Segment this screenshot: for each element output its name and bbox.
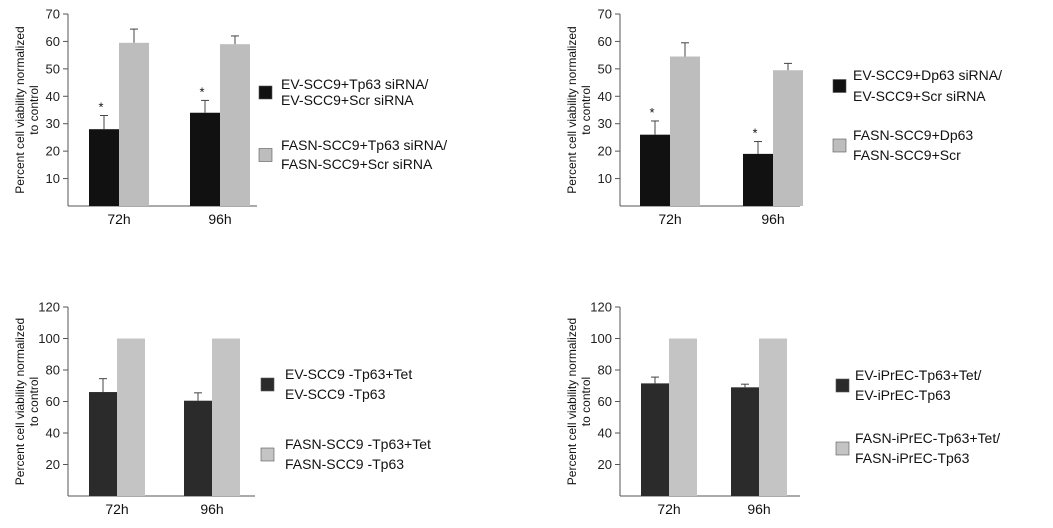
- bar-72h-series-1: [89, 129, 119, 206]
- y-tick-label: 50: [46, 61, 60, 76]
- legend-label-series-1: EV-SCC9+Scr siRNA: [853, 88, 986, 104]
- legend-swatch-series-1: [260, 377, 275, 392]
- significance-marker: *: [98, 99, 103, 114]
- y-tick-label: 80: [598, 363, 612, 378]
- legend-label-series-2: FASN-iPrEC-Tp63: [855, 450, 970, 466]
- legend-swatch-series-1: [835, 378, 850, 393]
- bar-72h-series-2: [119, 42, 149, 206]
- y-tick-label: 120: [38, 300, 60, 315]
- x-tick-label: 72h: [105, 501, 128, 517]
- y-tick-label: 20: [46, 457, 60, 472]
- significance-marker: *: [199, 84, 204, 99]
- y-tick-label: 30: [46, 116, 60, 131]
- legend-label-series-1: EV-iPrEC-Tp63+Tet/: [855, 367, 982, 383]
- legend-label-series-2: FASN-SCC9+Dp63: [853, 127, 973, 143]
- y-axis-title-line-1: Percent cell viability normalized: [13, 26, 27, 193]
- bar-96h-series-1: [743, 153, 773, 206]
- legend-label-series-2: FASN-SCC9 -Tp63: [285, 456, 404, 472]
- bar-96h-series-2: [212, 338, 240, 496]
- y-tick-label: 40: [598, 89, 612, 104]
- y-axis-title-line-1: Percent cell viability normalized: [565, 318, 579, 485]
- bar-96h-series-2: [220, 44, 250, 206]
- legend-label-series-2: FASN-SCC9+Scr siRNA: [281, 156, 433, 172]
- legend-label-series-1: EV-SCC9+Scr siRNA: [281, 92, 414, 108]
- chart-panel-1: 10 20 30 40 50 60 70 Percent cell viability nor…: [13, 7, 447, 228]
- legend-swatch-series-1: [832, 79, 847, 93]
- y-axis-title-line-1: Percent cell viability normalized: [13, 318, 27, 485]
- y-tick-label: 40: [46, 426, 60, 441]
- legend-label-series-2: FASN-SCC9+Scr: [853, 147, 961, 163]
- y-axis-title-line-2: to control: [27, 377, 41, 426]
- bar-96h-series-1: [731, 387, 759, 496]
- legend-label-series-2: FASN-SCC9+Tp63 siRNA/: [281, 137, 447, 153]
- legend-label-series-2: FASN-SCC9 -Tp63+Tet: [285, 436, 431, 452]
- y-tick-label: 30: [598, 116, 612, 131]
- chart-panel-4: 20 40 60 80 100 120 Percent cell viability nor…: [565, 300, 1000, 518]
- x-tick-label: 96h: [747, 501, 770, 517]
- y-axis-title-line-2: to control: [579, 377, 593, 426]
- legend-label-series-1: EV-SCC9+Dp63 siRNA/: [853, 67, 1002, 83]
- x-tick-label: 72h: [658, 211, 681, 227]
- y-tick-label: 80: [46, 363, 60, 378]
- legend-label-series-1: EV-iPrEC-Tp63: [855, 387, 951, 403]
- y-axis-title-line-1: Percent cell viability normalized: [565, 26, 579, 193]
- bar-72h-series-2: [117, 338, 145, 496]
- legend-swatch-series-2: [258, 148, 273, 162]
- y-tick-label: 70: [598, 7, 612, 22]
- legend-swatch-series-1: [258, 85, 273, 100]
- y-tick-label: 100: [590, 331, 612, 346]
- legend-label-series-2: FASN-iPrEC-Tp63+Tet/: [855, 430, 1000, 446]
- legend-label-series-1: EV-SCC9 -Tp63: [285, 386, 386, 402]
- y-tick-label: 60: [46, 394, 60, 409]
- x-tick-label: 72h: [657, 501, 680, 517]
- legend-label-series-1: EV-SCC9 -Tp63+Tet: [285, 366, 412, 382]
- y-tick-label: 40: [46, 89, 60, 104]
- y-axis-title-line-2: to control: [27, 85, 41, 134]
- y-tick-label: 120: [590, 300, 612, 315]
- y-tick-label: 60: [598, 34, 612, 49]
- x-tick-label: 96h: [761, 211, 784, 227]
- significance-marker: *: [752, 126, 757, 141]
- legend-swatch-series-2: [832, 138, 847, 153]
- significance-marker: *: [649, 105, 654, 120]
- y-tick-label: 20: [598, 457, 612, 472]
- y-tick-label: 70: [46, 7, 60, 22]
- y-tick-label: 100: [38, 331, 60, 346]
- bar-72h-series-1: [641, 383, 669, 496]
- y-tick-label: 40: [598, 426, 612, 441]
- x-tick-label: 72h: [107, 211, 130, 227]
- y-tick-label: 60: [598, 394, 612, 409]
- bar-96h-series-1: [190, 112, 220, 206]
- chart-panel-3: 20 40 60 80 100 120 Percent cell viability nor…: [13, 300, 431, 518]
- bar-96h-series-2: [773, 70, 803, 206]
- y-tick-label: 60: [46, 34, 60, 49]
- legend-swatch-series-2: [835, 441, 850, 456]
- bar-72h-series-1: [640, 134, 670, 206]
- bar-96h-series-1: [184, 400, 212, 496]
- bar-72h-series-1: [89, 392, 117, 496]
- y-tick-label: 10: [46, 171, 60, 186]
- legend-label-series-1: EV-SCC9+Tp63 siRNA/: [281, 76, 429, 92]
- bar-96h-series-2: [759, 338, 787, 496]
- y-tick-label: 20: [598, 144, 612, 159]
- x-tick-label: 96h: [208, 211, 231, 227]
- bar-72h-series-2: [670, 56, 700, 207]
- x-tick-label: 96h: [200, 501, 223, 517]
- bar-72h-series-2: [669, 338, 697, 496]
- chart-panel-2: 10 20 30 40 50 60 70 Percent cell viability nor…: [565, 7, 1002, 228]
- y-tick-label: 50: [598, 61, 612, 76]
- legend-swatch-series-2: [260, 447, 275, 462]
- y-tick-label: 10: [598, 171, 612, 186]
- y-tick-label: 20: [46, 144, 60, 159]
- y-axis-title-line-2: to control: [579, 85, 593, 134]
